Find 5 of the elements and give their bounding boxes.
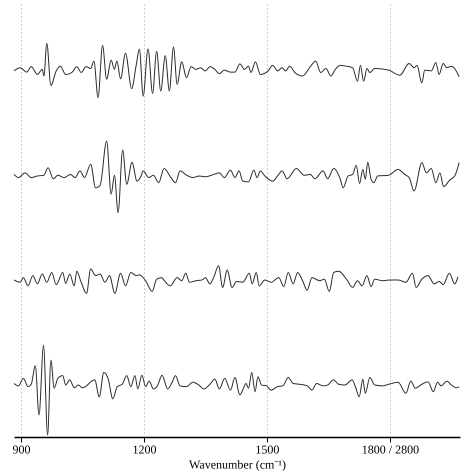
x-tick-label: 1500	[255, 442, 280, 456]
x-tick-label: 900	[12, 442, 30, 456]
x-tick-label: 1800 / 2800	[362, 442, 420, 456]
x-tick-label: 1200	[132, 442, 156, 456]
x-axis-title: Wavenumber (cm⁻¹)	[189, 458, 286, 472]
